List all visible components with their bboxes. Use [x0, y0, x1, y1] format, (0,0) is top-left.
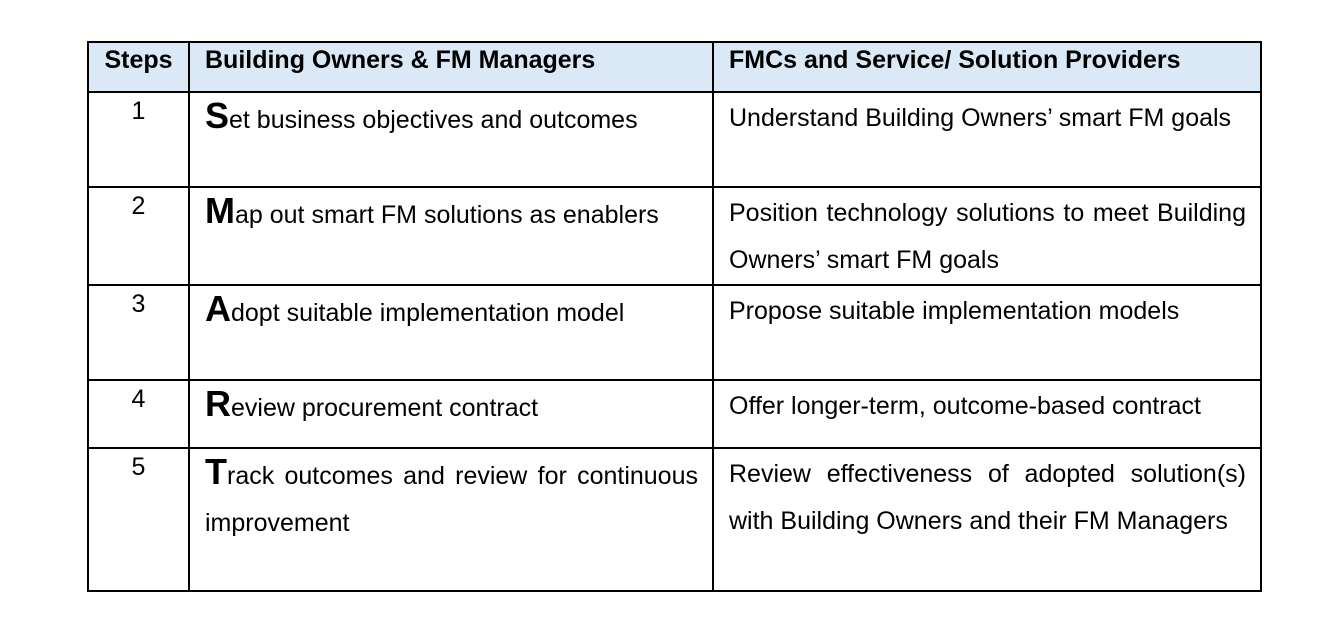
owner-action: Map out smart FM solutions as enablers — [188, 186, 714, 286]
action-text: dopt suitable implementation model — [231, 299, 625, 327]
step-number: 3 — [87, 284, 190, 381]
owner-action: Adopt suitable implementation model — [188, 284, 714, 381]
action-text: ap out smart FM solutions as enablers — [235, 201, 659, 229]
provider-action: Understand Building Owners’ smart FM goa… — [712, 91, 1262, 188]
action-text: rack outcomes and review for continuous … — [205, 462, 698, 537]
owner-action: Track outcomes and review for continuous… — [188, 447, 714, 592]
smart-fm-steps-table: Steps Building Owners & FM Managers FMCs… — [87, 41, 1262, 592]
step-number: 2 — [87, 186, 190, 286]
header-fmc-providers: FMCs and Service/ Solution Providers — [712, 41, 1262, 93]
header-building-owners: Building Owners & FM Managers — [188, 41, 714, 93]
table-header: Steps Building Owners & FM Managers FMCs… — [87, 41, 1262, 93]
provider-action: Position technology solutions to meet Bu… — [712, 186, 1262, 286]
action-initial: R — [205, 383, 231, 424]
table-row: 3 Adopt suitable implementation model Pr… — [87, 284, 1262, 381]
table-row: 2 Map out smart FM solutions as enablers… — [87, 186, 1262, 286]
header-steps: Steps — [87, 41, 190, 93]
table-row: 4 Review procurement contract Offer long… — [87, 379, 1262, 449]
header-row: Steps Building Owners & FM Managers FMCs… — [87, 41, 1262, 93]
action-initial: M — [205, 190, 235, 231]
step-number: 4 — [87, 379, 190, 449]
table-row: 1 Set business objectives and outcomes U… — [87, 91, 1262, 188]
action-initial: A — [205, 288, 231, 329]
action-initial: S — [205, 95, 230, 136]
table-row: 5 Track outcomes and review for continuo… — [87, 447, 1262, 592]
table-body: 1 Set business objectives and outcomes U… — [87, 91, 1262, 592]
provider-action: Offer longer-term, outcome-based contrac… — [712, 379, 1262, 449]
action-text: et business objectives and outcomes — [229, 106, 638, 134]
step-number: 5 — [87, 447, 190, 592]
owner-action: Review procurement contract — [188, 379, 714, 449]
provider-action: Review effectiveness of adopted solution… — [712, 447, 1262, 592]
action-text: eview procurement contract — [231, 394, 539, 422]
provider-action: Propose suitable implementation models — [712, 284, 1262, 381]
step-number: 1 — [87, 91, 190, 188]
owner-action: Set business objectives and outcomes — [188, 91, 714, 188]
action-initial: T — [205, 451, 227, 492]
